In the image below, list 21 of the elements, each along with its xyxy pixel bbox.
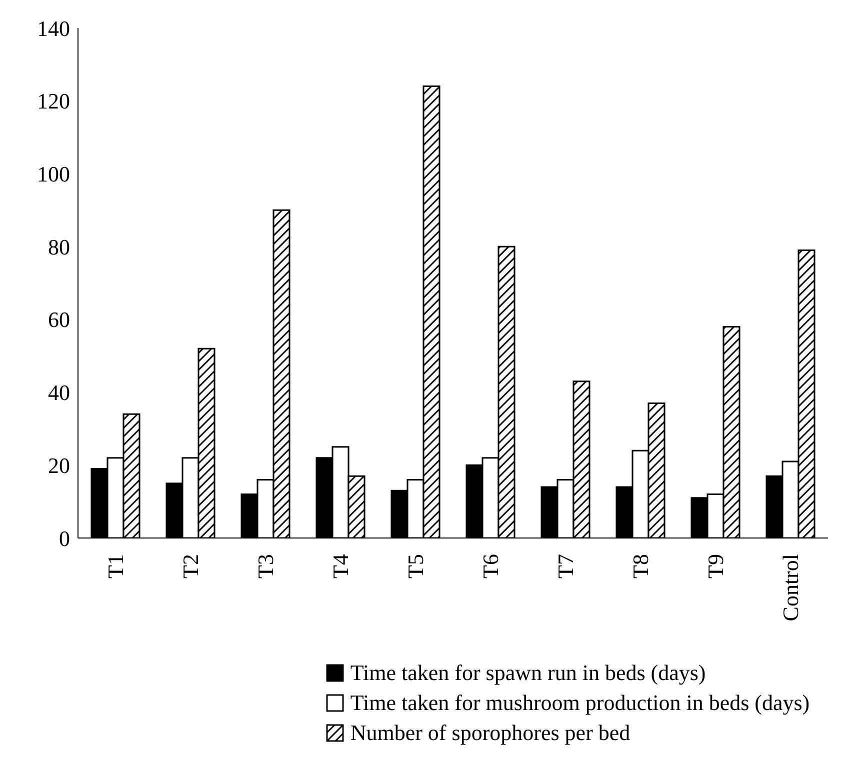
x-tick-label: T7 [553,554,578,578]
x-tick-label: T4 [328,554,353,578]
x-tick-label: T2 [178,554,203,578]
x-tick-label: T5 [403,554,428,578]
y-tick-label: 60 [48,307,70,332]
x-tick-label: T3 [253,554,278,578]
y-tick-label: 120 [37,88,70,114]
legend-label: Time taken for spawn run in beds (days) [350,659,706,687]
x-tick-label: T6 [478,554,503,578]
y-tick-label: 140 [37,16,70,41]
y-tick-label: 20 [48,452,70,478]
y-tick-label: 0 [59,526,70,551]
legend-label: Number of sporophores per bed [350,719,630,747]
y-tick-label: 80 [48,234,70,260]
legend-label: Time taken for mushroom production in beds (days) [350,689,810,717]
x-tick-label: T8 [628,554,653,578]
y-tick-label: 100 [37,162,70,187]
x-tick-label: T1 [103,554,128,578]
x-tick-label: Control [778,554,803,622]
x-tick-label: T9 [703,554,728,578]
y-tick-label: 40 [48,380,70,406]
